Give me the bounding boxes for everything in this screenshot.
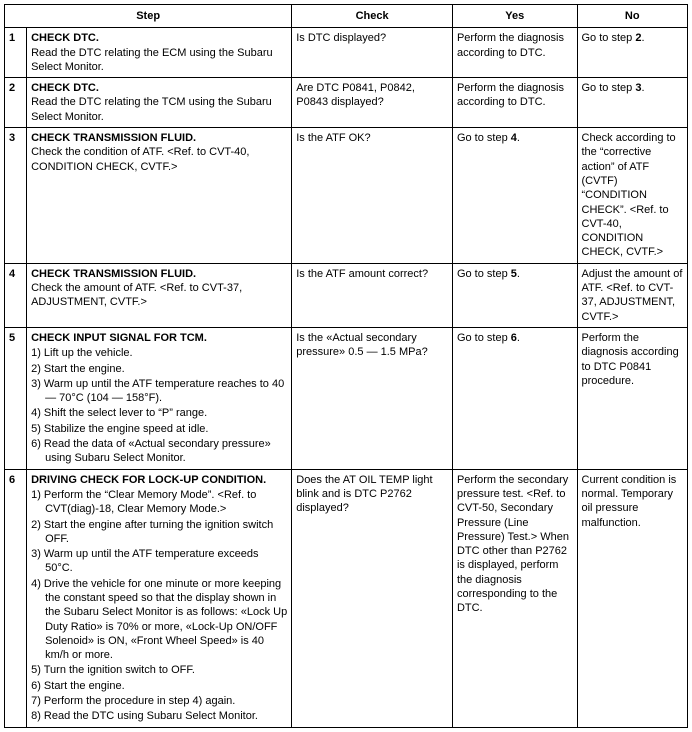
step-body: Check the condition of ATF. <Ref. to CVT… bbox=[31, 146, 249, 172]
step-title: CHECK DTC. bbox=[31, 32, 99, 44]
step-cell: CHECK TRANSMISSION FLUID. Check the amoun… bbox=[27, 263, 292, 327]
step-ref: 3 bbox=[635, 82, 641, 94]
header-yes: Yes bbox=[452, 5, 577, 28]
yes-cell: Go to step 6. bbox=[452, 327, 577, 469]
step-number: 3 bbox=[5, 128, 27, 264]
step-substep: 2) Start the engine after turning the ig… bbox=[31, 518, 287, 547]
check-cell: Does the AT OIL TEMP light blink and is … bbox=[292, 469, 453, 727]
header-row: Step Check Yes No bbox=[5, 5, 688, 28]
step-substep: 4) Shift the select lever to “P” range. bbox=[31, 406, 287, 420]
yes-cell: Perform the diagnosis according to DTC. bbox=[452, 78, 577, 128]
step-substep: 1) Lift up the vehicle. bbox=[31, 346, 287, 360]
step-cell: CHECK INPUT SIGNAL FOR TCM. 1) Lift up th… bbox=[27, 327, 292, 469]
step-title: CHECK TRANSMISSION FLUID. bbox=[31, 132, 196, 144]
yes-cell: Go to step 4. bbox=[452, 128, 577, 264]
step-ref: 6 bbox=[511, 332, 517, 344]
step-number: 2 bbox=[5, 78, 27, 128]
check-cell: Is the ATF OK? bbox=[292, 128, 453, 264]
step-number: 1 bbox=[5, 28, 27, 78]
no-cell: Current condition is normal. Temporary o… bbox=[577, 469, 688, 727]
step-ref: 2 bbox=[635, 32, 641, 44]
no-cell: Go to step 2. bbox=[577, 28, 688, 78]
check-cell: Is the ATF amount correct? bbox=[292, 263, 453, 327]
step-substep: 5) Stabilize the engine speed at idle. bbox=[31, 422, 287, 436]
step-cell: CHECK DTC. Read the DTC relating the TCM … bbox=[27, 78, 292, 128]
table-row: 2 CHECK DTC. Read the DTC relating the TCM… bbox=[5, 78, 688, 128]
check-cell: Is the «Actual secondary pressure» 0.5 —… bbox=[292, 327, 453, 469]
no-cell: Go to step 3. bbox=[577, 78, 688, 128]
step-body: Read the DTC relating the ECM using the … bbox=[31, 47, 273, 73]
diagnostic-table: Step Check Yes No 1 CHECK DTC. Read the DT… bbox=[4, 4, 688, 728]
check-cell: Are DTC P0841, P0842, P0843 displayed? bbox=[292, 78, 453, 128]
step-substep: 5) Turn the ignition switch to OFF. bbox=[31, 663, 287, 677]
step-substep: 6) Start the engine. bbox=[31, 679, 287, 693]
step-ref: 5 bbox=[511, 268, 517, 280]
step-number: 5 bbox=[5, 327, 27, 469]
yes-cell: Perform the secondary pressure test. <Re… bbox=[452, 469, 577, 727]
step-substep: 3) Warm up until the ATF temperature rea… bbox=[31, 377, 287, 406]
no-cell: Perform the diagnosis according to DTC P… bbox=[577, 327, 688, 469]
step-body: Read the DTC relating the TCM using the … bbox=[31, 96, 272, 122]
step-title: DRIVING CHECK FOR LOCK-UP CONDITION. bbox=[31, 474, 266, 486]
step-title: CHECK INPUT SIGNAL FOR TCM. bbox=[31, 332, 207, 344]
step-substep: 8) Read the DTC using Subaru Select Moni… bbox=[31, 709, 287, 723]
step-number: 6 bbox=[5, 469, 27, 727]
step-substep: 4) Drive the vehicle for one minute or m… bbox=[31, 577, 287, 663]
step-substep: 7) Perform the procedure in step 4) agai… bbox=[31, 694, 287, 708]
step-number: 4 bbox=[5, 263, 27, 327]
table-row: 6 DRIVING CHECK FOR LOCK-UP CONDITION. 1) … bbox=[5, 469, 688, 727]
step-substep: 2) Start the engine. bbox=[31, 362, 287, 376]
table-row: 3 CHECK TRANSMISSION FLUID. Check the cond… bbox=[5, 128, 688, 264]
header-step: Step bbox=[5, 5, 292, 28]
step-cell: DRIVING CHECK FOR LOCK-UP CONDITION. 1) P… bbox=[27, 469, 292, 727]
step-substep: 1) Perform the “Clear Memory Mode”. <Ref… bbox=[31, 488, 287, 517]
header-no: No bbox=[577, 5, 688, 28]
step-body: Check the amount of ATF. <Ref. to CVT-37… bbox=[31, 282, 242, 308]
table-row: 5 CHECK INPUT SIGNAL FOR TCM. 1) Lift up t… bbox=[5, 327, 688, 469]
step-cell: CHECK DTC. Read the DTC relating the ECM … bbox=[27, 28, 292, 78]
step-title: CHECK DTC. bbox=[31, 82, 99, 94]
no-cell: Adjust the amount of ATF. <Ref. to CVT-3… bbox=[577, 263, 688, 327]
table-row: 4 CHECK TRANSMISSION FLUID. Check the amou… bbox=[5, 263, 688, 327]
header-check: Check bbox=[292, 5, 453, 28]
yes-cell: Perform the diagnosis according to DTC. bbox=[452, 28, 577, 78]
yes-cell: Go to step 5. bbox=[452, 263, 577, 327]
step-substep: 3) Warm up until the ATF temperature exc… bbox=[31, 547, 287, 576]
step-substep: 6) Read the data of «Actual secondary pr… bbox=[31, 437, 287, 466]
step-ref: 4 bbox=[511, 132, 517, 144]
step-cell: CHECK TRANSMISSION FLUID. Check the condi… bbox=[27, 128, 292, 264]
table-row: 1 CHECK DTC. Read the DTC relating the ECM… bbox=[5, 28, 688, 78]
step-title: CHECK TRANSMISSION FLUID. bbox=[31, 268, 196, 280]
no-cell: Check according to the “corrective actio… bbox=[577, 128, 688, 264]
check-cell: Is DTC displayed? bbox=[292, 28, 453, 78]
